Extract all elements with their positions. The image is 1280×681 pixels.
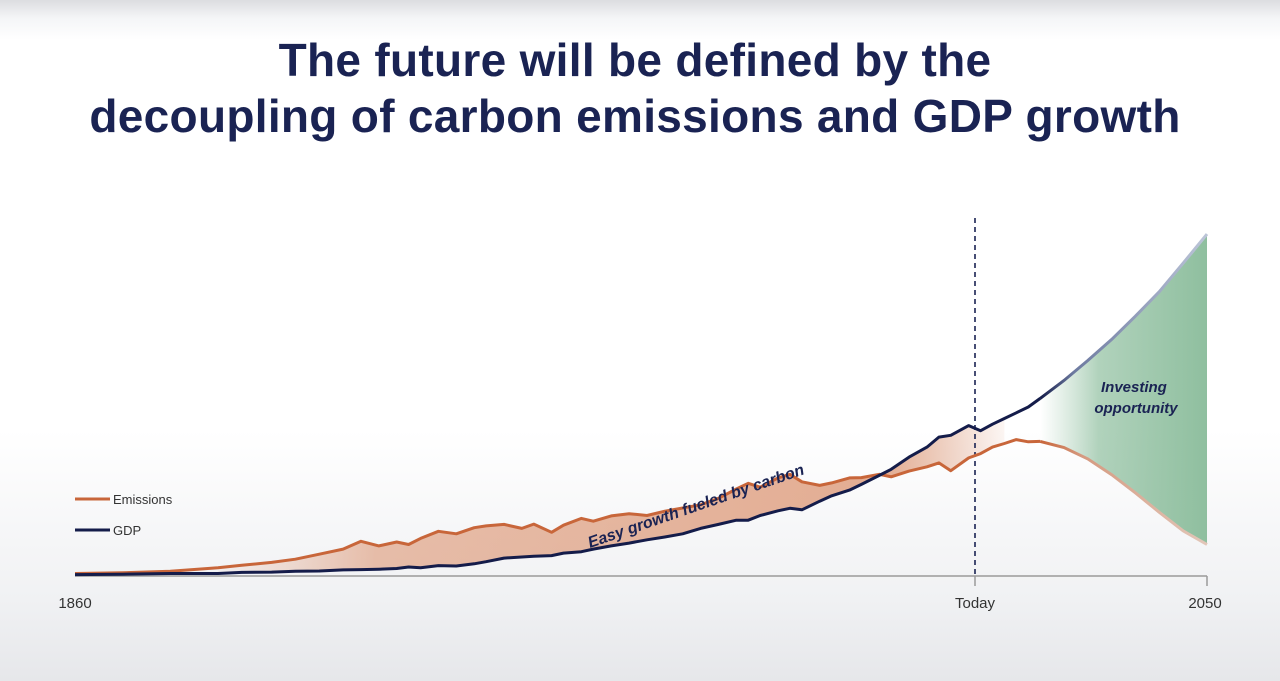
annotation-investing-label: Investing opportunity: [1094, 379, 1178, 417]
legend-label-gdp: GDP: [113, 523, 141, 538]
emissions-projection-line: [1039, 439, 1208, 546]
slide-title-line-2: decoupling of carbon emissions and GDP g…: [89, 90, 1181, 142]
legend-label-emissions: Emissions: [113, 492, 173, 507]
x-tick-label-today: Today: [955, 595, 996, 612]
easy-growth-area: [218, 418, 1005, 574]
x-tick-label-1860: 1860: [58, 595, 91, 612]
series-line-emissions: [74, 438, 1041, 575]
slide-title-line-1: The future will be defined by the: [278, 34, 992, 86]
investing-opportunity-area: [1040, 234, 1207, 545]
gdp-projection-line: [1039, 233, 1209, 400]
legend: Emissions GDP: [75, 492, 173, 538]
x-tick-label-2050: 2050: [1188, 595, 1221, 612]
slide-title: The future will be defined by the decoup…: [0, 32, 1270, 144]
series-line-gdp: [74, 397, 1042, 577]
